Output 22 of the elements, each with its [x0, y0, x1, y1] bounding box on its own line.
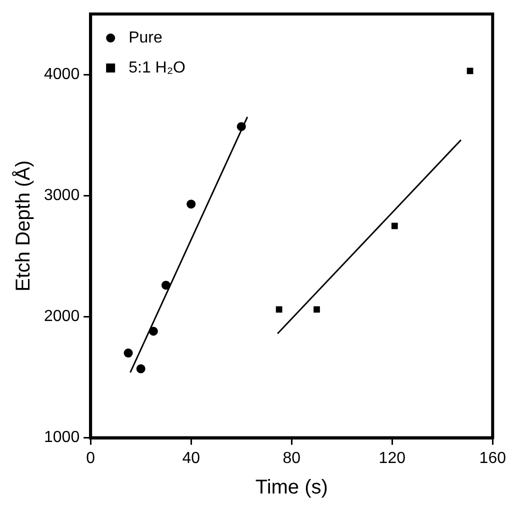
point	[236, 122, 246, 132]
y-tick-label: 4000	[44, 66, 80, 83]
legend-label: 5:1 H₂O	[128, 59, 186, 76]
y-tick-label: 1000	[44, 429, 80, 446]
point	[124, 348, 133, 358]
point	[466, 68, 474, 74]
x-axis-title: Time (s)	[255, 476, 328, 499]
x-tick-label: 0	[86, 450, 96, 467]
point	[391, 222, 398, 230]
x-tick-label: 120	[378, 450, 406, 467]
y-tick-label: 2000	[44, 308, 80, 326]
y-axis-title: Etch Depth (Å)	[12, 160, 35, 292]
legend-label: Pure	[128, 29, 162, 46]
point	[136, 364, 146, 374]
point	[186, 200, 196, 209]
x-tick-label: 160	[479, 450, 506, 467]
x-tick-label: 40	[182, 450, 200, 467]
point	[161, 280, 170, 290]
point	[314, 306, 320, 313]
x-tick-label: 80	[282, 450, 301, 467]
y-tick-label: 3000	[44, 187, 80, 204]
point	[148, 326, 158, 336]
